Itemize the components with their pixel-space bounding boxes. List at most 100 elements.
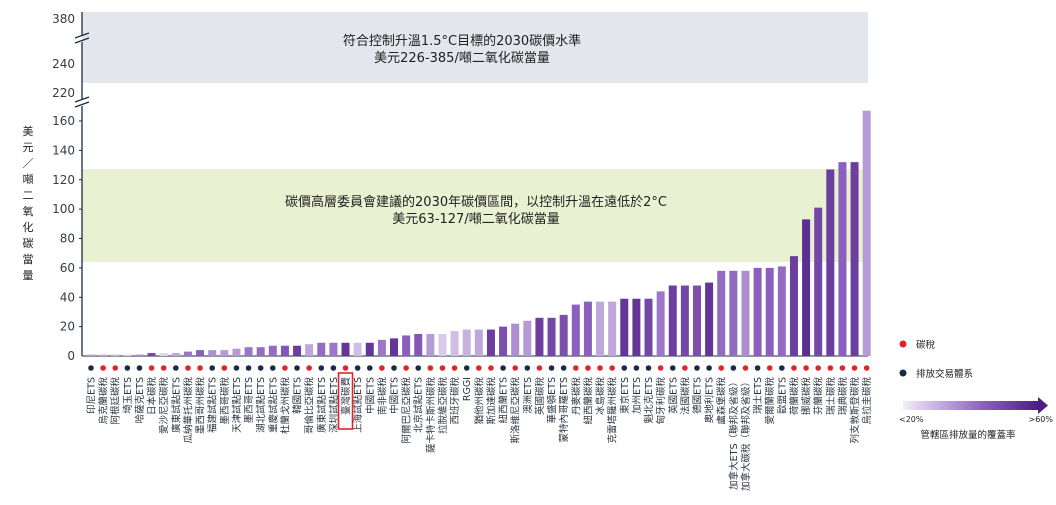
tax-dot	[221, 365, 228, 371]
y-tick-label: 100	[52, 202, 75, 216]
category-label: 加州ETS	[632, 377, 643, 414]
y-tick-label: 0	[67, 349, 75, 363]
band-1-5c	[82, 12, 868, 83]
band-2c-title: 碳價高層委員會建議的2030年碳價區間，以控制升溫在遠低於2°C	[285, 194, 667, 210]
category-label: 哈薩克ETS	[134, 377, 146, 423]
bar	[826, 169, 835, 356]
category-label: 墨西哥州碳稅	[195, 377, 207, 435]
bar	[523, 320, 532, 356]
ets-dot	[694, 365, 700, 371]
bar	[583, 301, 592, 356]
y-ticks: 0 20 40 60 80 100 120 140 160 220 240 380	[52, 12, 82, 363]
band-2c-range: 美元63-127/噸二氧化碳當量	[392, 212, 559, 227]
axis-break-lower	[74, 96, 90, 108]
bar	[814, 207, 823, 356]
tax-dot	[488, 365, 494, 371]
category-label: 南非碳稅	[376, 377, 388, 416]
bar	[329, 342, 338, 356]
bar	[656, 291, 665, 356]
bar	[862, 110, 871, 356]
legend-tax-label: 碳稅	[916, 339, 936, 351]
tax-dot	[766, 365, 773, 371]
tax-dot	[863, 365, 870, 371]
bar	[147, 353, 156, 356]
category-label: 拉脫維亞碳稅	[437, 377, 449, 435]
tax-dot	[476, 365, 482, 371]
category-label: 薩卡特卡斯州碳稅	[425, 377, 437, 454]
y-tick-label: 220	[52, 86, 75, 100]
ets-dot	[233, 365, 240, 371]
bar	[365, 342, 374, 356]
ets-dot	[173, 365, 179, 371]
ets-dot	[560, 365, 567, 371]
category-label: 盧森堡碳稅	[716, 377, 728, 425]
category-label: 愛沙尼亞碳稅	[158, 377, 170, 435]
category-label: 芬蘭碳稅	[813, 377, 825, 416]
tax-dot	[439, 365, 446, 371]
category-label: 克雷塔羅州碳稅	[607, 377, 619, 444]
axis-break-upper	[74, 32, 90, 44]
bar	[414, 333, 423, 356]
category-labels: 印尼ETS 烏克蘭碳稅 阿根廷碳稅 埼玉ETS 哈薩克ETS 日本碳稅 愛沙尼亞碳稅 廣東試點…	[86, 377, 874, 492]
tax-dot	[451, 365, 458, 371]
legend-gradient-arrow	[1038, 397, 1048, 414]
y-tick-label: 140	[52, 143, 75, 157]
category-label: 瓜納華托州碳稅	[182, 377, 194, 444]
bar	[717, 270, 726, 356]
ets-dot	[257, 365, 264, 371]
y-tick-label: 160	[52, 114, 75, 128]
y-tick-label: 240	[52, 57, 75, 71]
category-label: 丹麥碳稅	[570, 377, 582, 416]
ets-dot	[209, 365, 215, 371]
category-label: 匈牙利碳稅	[655, 377, 667, 425]
ets-dot	[730, 365, 737, 371]
bar	[220, 350, 229, 356]
y-axis-label-char: 量	[23, 269, 34, 282]
band-1-5c-title: 符合控制升溫1.5°C目標的2030碳價水準	[343, 33, 581, 49]
tax-dot	[282, 365, 288, 371]
bar	[620, 298, 629, 356]
tax-dot	[185, 365, 191, 371]
bar	[111, 354, 120, 356]
category-label: 日本碳稅	[146, 377, 158, 416]
bar	[486, 329, 495, 356]
bar	[802, 219, 811, 356]
ets-dot	[633, 365, 640, 371]
ets-dot	[669, 365, 676, 371]
category-label: 猶他州碳稅	[473, 377, 485, 425]
category-label: 廣東試點ETS	[170, 377, 182, 433]
legend-gradient-high: >60%	[1029, 415, 1054, 424]
bar	[693, 285, 701, 356]
category-label: 澳洲ETS	[522, 377, 534, 414]
tax-dot	[609, 365, 615, 371]
category-label: 中國ETS	[364, 377, 376, 414]
category-label: 魁北克ETS	[643, 377, 655, 423]
category-label: RGGI	[462, 377, 473, 401]
tax-dot	[597, 365, 603, 371]
tax-dot	[197, 365, 203, 371]
bar	[171, 353, 180, 356]
category-label: 瑞士ETS	[752, 377, 764, 414]
ets-dot	[779, 365, 785, 371]
tax-dot	[585, 365, 591, 371]
bar	[87, 354, 95, 356]
bar	[535, 317, 544, 356]
category-label: 列支敦斯登碳稅	[849, 377, 861, 444]
ets-dot	[366, 365, 373, 371]
legend-gradient-low: <20%	[899, 415, 924, 424]
category-label: 英國碳稅	[534, 377, 546, 416]
y-tick-label: 20	[60, 320, 75, 334]
tax-dot	[791, 365, 797, 371]
legend-ets-label: 排放交易體系	[916, 368, 973, 380]
tax-dot	[839, 365, 846, 371]
bar	[159, 353, 168, 356]
category-label: 烏拉圭碳稅	[861, 377, 873, 425]
category-label: 北京試點ETS	[413, 377, 425, 433]
ets-dot	[754, 365, 761, 371]
bar	[99, 354, 108, 356]
ets-dot	[318, 365, 325, 371]
category-label: 瑞士碳稅	[825, 377, 837, 416]
bar	[571, 304, 580, 356]
tax-dot	[718, 365, 725, 371]
